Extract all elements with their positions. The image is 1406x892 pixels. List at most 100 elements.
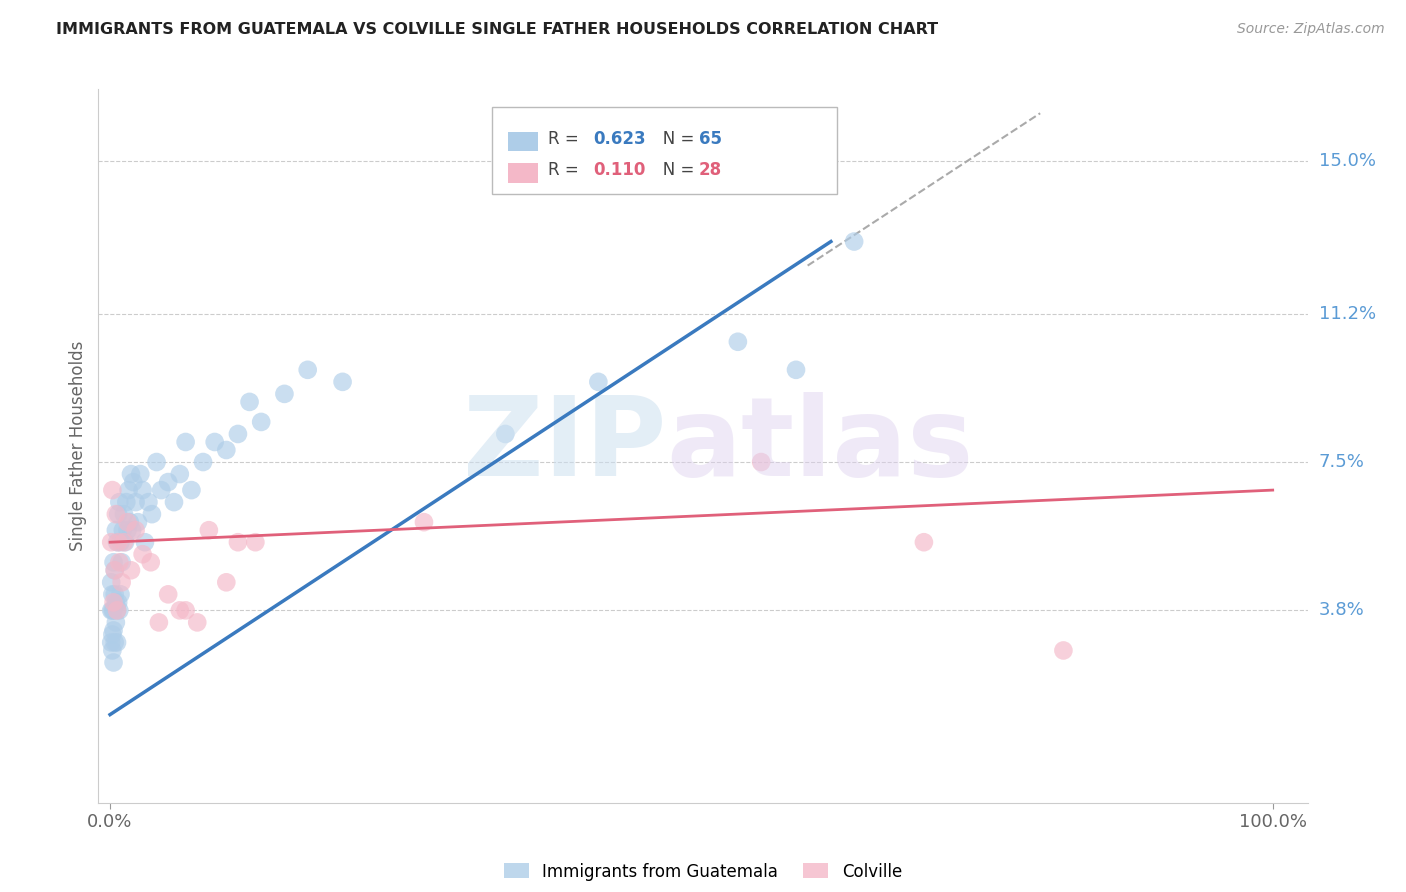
Text: R =: R = <box>548 161 585 179</box>
Point <box>785 363 807 377</box>
Point <box>842 235 865 249</box>
Text: ZIP: ZIP <box>464 392 666 500</box>
Point <box>121 523 143 537</box>
Point <box>912 535 935 549</box>
Point <box>169 467 191 481</box>
Point <box>101 603 124 617</box>
Text: Source: ZipAtlas.com: Source: ZipAtlas.com <box>1237 22 1385 37</box>
Point <box>103 624 125 638</box>
Point <box>131 547 153 561</box>
Point <box>100 603 122 617</box>
Point <box>122 475 145 489</box>
Point <box>107 507 129 521</box>
Point <box>494 427 516 442</box>
Point <box>134 535 156 549</box>
Point <box>727 334 749 349</box>
Point <box>111 523 134 537</box>
Text: 15.0%: 15.0% <box>1319 153 1375 170</box>
Point <box>100 635 122 649</box>
Point <box>103 595 125 609</box>
Point <box>198 523 221 537</box>
Y-axis label: Single Father Households: Single Father Households <box>69 341 87 551</box>
Point <box>104 563 127 577</box>
Point <box>150 483 173 497</box>
Text: 0.110: 0.110 <box>593 161 645 179</box>
Point <box>120 563 142 577</box>
Point <box>101 587 124 601</box>
Point <box>129 467 152 481</box>
Point <box>174 603 197 617</box>
Point <box>226 427 249 442</box>
Point <box>332 375 354 389</box>
Point <box>115 495 138 509</box>
Point <box>120 467 142 481</box>
Point <box>107 595 129 609</box>
Point <box>413 515 436 529</box>
Point <box>100 575 122 590</box>
Point <box>108 555 131 569</box>
Point <box>117 523 139 537</box>
Point <box>105 535 128 549</box>
Point <box>105 603 128 617</box>
Point <box>215 575 238 590</box>
Text: 3.8%: 3.8% <box>1319 601 1364 619</box>
Text: 28: 28 <box>699 161 721 179</box>
Point <box>108 603 131 617</box>
Point <box>145 455 167 469</box>
Point <box>100 535 122 549</box>
Point <box>118 515 141 529</box>
Point <box>226 535 249 549</box>
Point <box>104 595 127 609</box>
Text: 11.2%: 11.2% <box>1319 305 1376 323</box>
Point <box>191 455 214 469</box>
Point <box>124 523 146 537</box>
Text: atlas: atlas <box>666 392 974 500</box>
Point <box>103 603 125 617</box>
Point <box>245 535 267 549</box>
Point <box>101 627 124 641</box>
Point <box>108 495 131 509</box>
Point <box>127 515 149 529</box>
Point <box>124 495 146 509</box>
Point <box>104 587 127 601</box>
Legend: Immigrants from Guatemala, Colville: Immigrants from Guatemala, Colville <box>498 856 908 888</box>
Point <box>588 375 610 389</box>
Point <box>103 555 125 569</box>
Text: N =: N = <box>647 130 699 148</box>
Point <box>138 495 160 509</box>
Point <box>104 523 127 537</box>
Point <box>169 603 191 617</box>
Point <box>101 483 124 497</box>
Point <box>749 455 772 469</box>
Point <box>104 635 127 649</box>
Point <box>105 635 128 649</box>
Point <box>297 363 319 377</box>
Point <box>174 435 197 450</box>
Point <box>101 643 124 657</box>
Point <box>1052 643 1074 657</box>
Point <box>239 395 262 409</box>
Text: 65: 65 <box>699 130 721 148</box>
Point <box>104 615 127 630</box>
Text: 7.5%: 7.5% <box>1319 453 1365 471</box>
Point <box>141 507 163 521</box>
Point <box>111 555 134 569</box>
Point <box>157 587 180 601</box>
Point <box>105 603 128 617</box>
Point <box>104 563 127 577</box>
Point <box>104 507 127 521</box>
Point <box>204 435 226 450</box>
Point <box>139 555 162 569</box>
Point <box>110 587 132 601</box>
Point <box>111 575 134 590</box>
Point <box>118 483 141 497</box>
Point <box>112 507 135 521</box>
Point <box>180 483 202 497</box>
Point <box>186 615 208 630</box>
Text: R =: R = <box>548 130 585 148</box>
Point <box>215 442 238 457</box>
Point <box>103 656 125 670</box>
Point <box>250 415 273 429</box>
Text: N =: N = <box>647 161 699 179</box>
Point <box>157 475 180 489</box>
